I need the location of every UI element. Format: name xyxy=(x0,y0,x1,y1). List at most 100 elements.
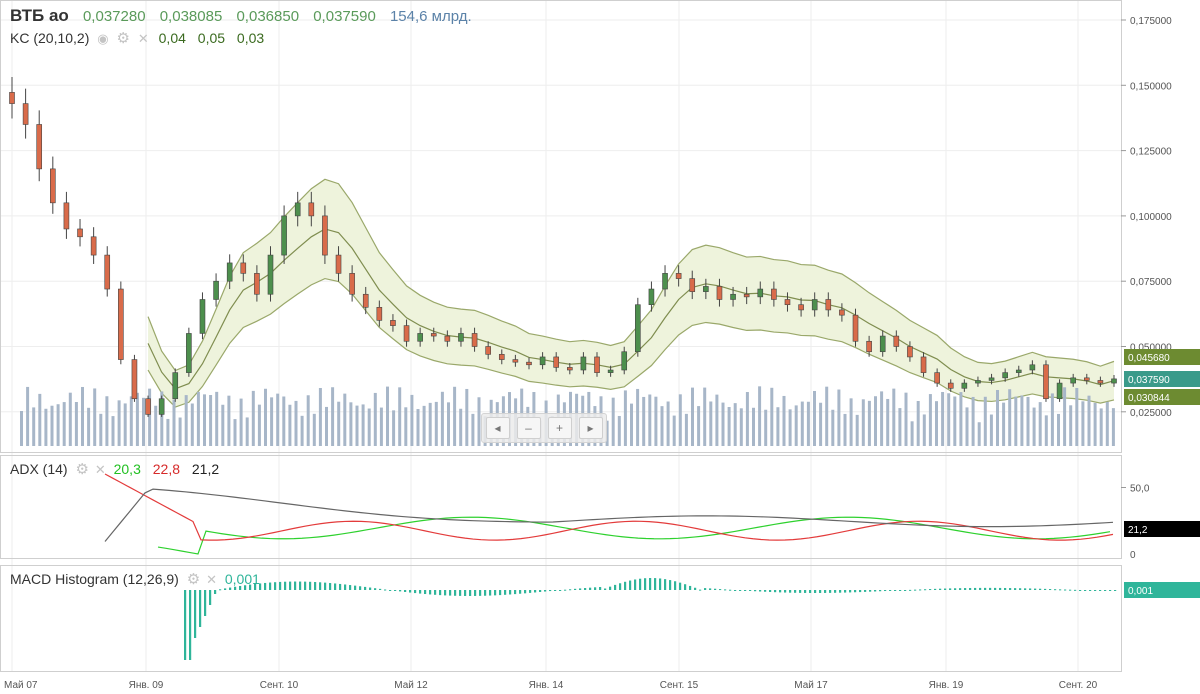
candle-body xyxy=(1056,382,1063,400)
minus-di-line xyxy=(104,473,1114,541)
gear-icon[interactable]: ⚙ xyxy=(186,571,201,588)
y-tick-label: 0,100000 xyxy=(1130,212,1172,223)
volume-bar xyxy=(788,409,792,446)
volume-bar xyxy=(922,414,926,446)
macd-bar xyxy=(244,585,247,590)
volume-bar xyxy=(447,402,450,446)
macd-bar xyxy=(1024,588,1027,590)
candle-body xyxy=(988,377,995,381)
macd-bar xyxy=(324,582,327,590)
candle-body xyxy=(417,333,423,342)
volume-bar xyxy=(654,396,658,446)
volume-bar xyxy=(843,413,847,446)
macd-bar xyxy=(339,583,342,590)
close-icon[interactable]: ✕ xyxy=(137,31,149,46)
candle-body xyxy=(1083,377,1090,381)
volume-bar xyxy=(105,396,109,446)
macd-bar xyxy=(434,590,437,595)
candle-body xyxy=(9,92,15,104)
macd-bar xyxy=(869,590,872,592)
macd-bar xyxy=(444,590,447,596)
scroll-right-button[interactable]: ▸ xyxy=(578,417,603,439)
zoom-out-button[interactable]: – xyxy=(516,417,541,439)
macd-bar xyxy=(924,589,927,591)
lower-band-badge: 0,030844 xyxy=(1128,393,1170,404)
eye-icon[interactable]: ◉ xyxy=(97,31,109,46)
volume-bar xyxy=(983,396,987,446)
volume-bar xyxy=(172,399,176,446)
y-tick-label: 0,175000 xyxy=(1130,16,1172,27)
volume-bar xyxy=(99,413,103,446)
macd-bar xyxy=(429,590,432,595)
macd-bar xyxy=(679,582,682,590)
volume-bar xyxy=(337,401,341,446)
macd-bar xyxy=(539,590,542,592)
macd-bar xyxy=(364,586,367,590)
macd-bar xyxy=(509,590,512,595)
macd-bar xyxy=(559,590,562,591)
macd-bar xyxy=(574,588,577,590)
volume-bar xyxy=(630,403,633,446)
candle-body xyxy=(648,288,655,306)
adx-badge: 21,2 xyxy=(1128,525,1148,536)
macd-bar xyxy=(724,589,727,591)
macd-bar xyxy=(569,589,572,591)
macd-bar xyxy=(894,590,897,591)
macd-bar xyxy=(454,590,457,596)
keltner-middle-line xyxy=(147,228,1115,390)
macd-bar xyxy=(359,586,362,590)
gear-icon[interactable]: ⚙ xyxy=(116,30,130,47)
macd-bar xyxy=(684,584,687,590)
macd-bar xyxy=(669,580,672,590)
macd-bar xyxy=(759,590,762,592)
volume-bar xyxy=(355,405,359,446)
macd-histogram xyxy=(184,578,1117,660)
macd-bar xyxy=(299,581,302,590)
macd-bar xyxy=(549,590,552,592)
keltner-upper-line xyxy=(147,178,1115,372)
volume-bar xyxy=(1014,396,1018,446)
macd-bar xyxy=(719,589,722,591)
volume-bar xyxy=(325,406,328,446)
candle-body xyxy=(131,359,138,400)
macd-bar xyxy=(699,589,702,591)
macd-bar xyxy=(1079,590,1082,591)
macd-bar xyxy=(204,590,207,616)
macd-bar xyxy=(769,590,772,592)
adx-panel-frame xyxy=(0,455,1122,559)
macd-bar xyxy=(1029,588,1032,590)
volume-bar xyxy=(270,397,274,446)
macd-bar xyxy=(264,582,267,590)
macd-bar xyxy=(199,590,202,627)
macd-bar xyxy=(644,578,647,590)
macd-bar xyxy=(744,590,747,591)
volume-bar xyxy=(837,389,841,446)
volume-bar xyxy=(1044,415,1048,446)
volume-bar xyxy=(38,393,42,446)
scroll-left-button[interactable]: ◂ xyxy=(485,417,510,439)
keltner-band xyxy=(147,178,1115,408)
gear-icon[interactable]: ⚙ xyxy=(75,461,89,478)
macd-bar xyxy=(994,587,997,590)
zoom-in-button[interactable]: + xyxy=(547,417,572,439)
volume-bar xyxy=(111,416,115,446)
macd-bar xyxy=(399,590,402,592)
close-icon[interactable]: ✕ xyxy=(94,462,106,477)
macd-bar xyxy=(879,590,882,592)
macd-bar xyxy=(404,590,407,592)
high-value: 0,038085 xyxy=(159,8,223,25)
macd-bar xyxy=(594,587,597,590)
close-icon[interactable]: ✕ xyxy=(206,572,217,587)
x-tick-label: Сент. 15 xyxy=(660,680,699,691)
volume-bar xyxy=(806,401,810,446)
volume-bar xyxy=(245,417,249,446)
macd-value: 0,001 xyxy=(224,571,260,587)
macd-bar xyxy=(579,588,582,590)
candle-body xyxy=(63,202,70,230)
candle-body xyxy=(675,273,682,279)
x-tick-label: Янв. 19 xyxy=(929,680,964,691)
macd-bar xyxy=(1059,589,1062,591)
macd-bar xyxy=(189,590,192,660)
macd-bar xyxy=(649,578,652,590)
